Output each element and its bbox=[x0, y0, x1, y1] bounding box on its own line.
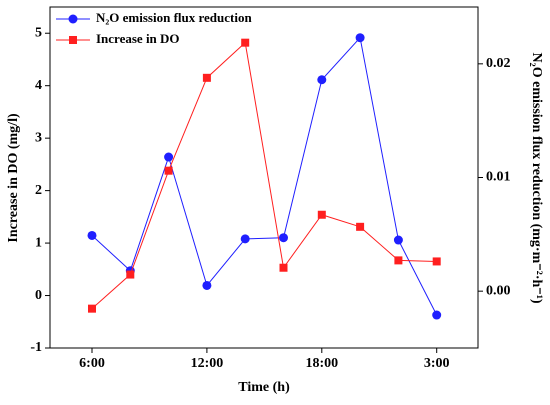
marker bbox=[240, 234, 250, 244]
y-tick-label: 2 bbox=[35, 183, 42, 198]
y2-tick-label: 0.01 bbox=[486, 170, 511, 185]
legend-marker bbox=[68, 14, 78, 24]
marker bbox=[317, 75, 327, 85]
y-tick-label: 0 bbox=[35, 288, 42, 303]
legend-label: N₂O emission flux reduction bbox=[96, 10, 252, 25]
marker bbox=[202, 73, 211, 82]
legend-marker bbox=[69, 36, 77, 44]
marker bbox=[202, 280, 212, 290]
marker bbox=[432, 257, 441, 266]
y-tick-label: 1 bbox=[35, 235, 42, 250]
marker bbox=[126, 270, 135, 279]
x-tick-label: 12:00 bbox=[191, 356, 224, 371]
marker bbox=[393, 235, 403, 245]
marker bbox=[164, 152, 174, 162]
plot-frame bbox=[49, 6, 479, 349]
marker bbox=[432, 310, 442, 320]
marker bbox=[356, 222, 365, 231]
marker bbox=[394, 256, 403, 265]
y-tick-label: 5 bbox=[35, 25, 42, 40]
x-axis-label: Time (h) bbox=[238, 380, 290, 395]
y-tick-label: 3 bbox=[35, 130, 42, 145]
marker bbox=[87, 230, 97, 240]
y-tick-label: 4 bbox=[35, 78, 42, 93]
y2-tick-label: 0.00 bbox=[486, 283, 511, 298]
legend: N₂O emission flux reduction Increase in D… bbox=[56, 10, 252, 46]
y2-axis-label: N₂O emission flux reduction (mg·m⁻²·h⁻¹) bbox=[529, 52, 544, 303]
marker bbox=[88, 304, 96, 313]
marker bbox=[164, 166, 173, 175]
x-tick-label: 6:00 bbox=[79, 356, 105, 371]
marker bbox=[355, 33, 365, 43]
marker bbox=[317, 210, 326, 219]
x-tick-label: 3:00 bbox=[424, 356, 450, 371]
y-tick-label: -1 bbox=[30, 340, 42, 355]
legend-label: Increase in DO bbox=[96, 31, 180, 46]
series-line bbox=[91, 36, 438, 316]
y-axis-label: Increase in DO (mg/l) bbox=[6, 113, 21, 243]
x-tick-label: 18:00 bbox=[305, 356, 338, 371]
marker bbox=[241, 38, 250, 47]
marker bbox=[279, 263, 288, 272]
series-line bbox=[91, 41, 437, 310]
marker bbox=[279, 233, 288, 243]
y2-tick-label: 0.02 bbox=[486, 56, 511, 71]
